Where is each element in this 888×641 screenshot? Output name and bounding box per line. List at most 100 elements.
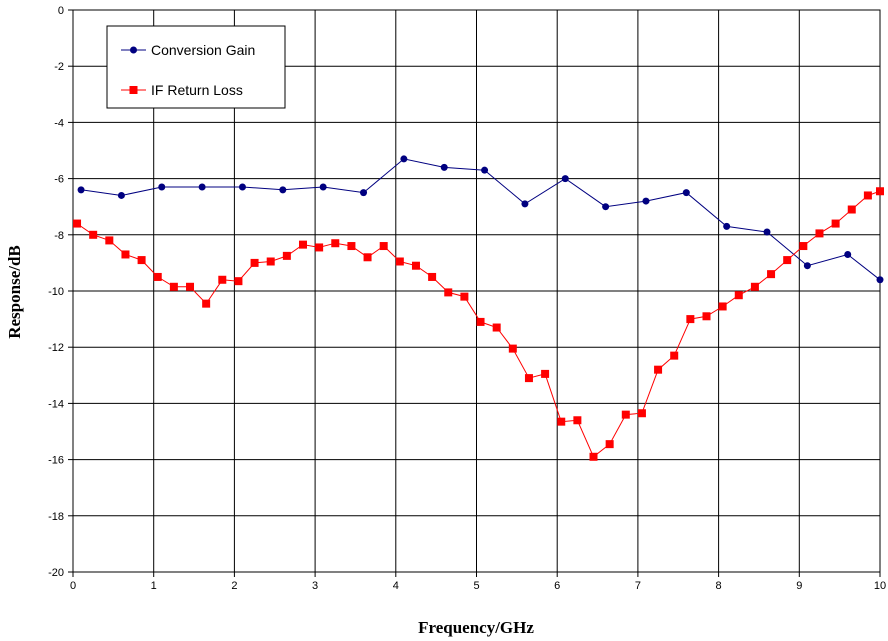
x-tick-label-6: 6 (554, 580, 560, 592)
x-tick-label-9: 9 (796, 580, 802, 592)
data-point-if-return-loss-3 (121, 250, 130, 259)
data-point-conversion-gain-18 (803, 262, 811, 270)
y-tick-label-4: -8 (54, 230, 64, 242)
data-point-conversion-gain-2 (158, 183, 166, 191)
x-tick-label-3: 3 (312, 580, 318, 592)
data-point-conversion-gain-19 (844, 250, 852, 258)
legend: Conversion Gain IF Return Loss (106, 25, 286, 109)
data-point-if-return-loss-48 (847, 205, 856, 214)
y-tick-label-9: -18 (48, 511, 64, 523)
series-line-conversion-gain (81, 158, 881, 281)
data-point-if-return-loss-45 (799, 242, 808, 251)
data-point-if-return-loss-9 (218, 275, 227, 284)
data-point-if-return-loss-25 (476, 317, 485, 326)
data-point-if-return-loss-32 (589, 452, 598, 461)
x-tick-label-1: 1 (151, 580, 157, 592)
y-tick-label-0: 0 (58, 5, 64, 17)
data-point-if-return-loss-14 (298, 240, 307, 249)
data-point-if-return-loss-33 (605, 440, 614, 449)
y-tick-label-3: -6 (54, 174, 64, 186)
data-point-conversion-gain-9 (440, 163, 448, 171)
data-point-if-return-loss-17 (347, 242, 356, 251)
data-point-conversion-gain-5 (279, 186, 287, 194)
data-point-conversion-gain-7 (360, 189, 368, 197)
data-point-if-return-loss-37 (670, 351, 679, 360)
data-point-conversion-gain-0 (77, 186, 85, 194)
data-point-if-return-loss-30 (557, 417, 566, 426)
y-tick-label-1: -2 (54, 61, 64, 73)
data-point-if-return-loss-49 (863, 191, 872, 200)
data-point-if-return-loss-2 (105, 236, 114, 245)
data-point-conversion-gain-17 (763, 228, 771, 236)
y-tick-label-7: -14 (48, 398, 64, 410)
data-point-conversion-gain-13 (602, 203, 610, 211)
data-point-if-return-loss-42 (750, 282, 759, 291)
x-tick-label-5: 5 (473, 580, 479, 592)
data-point-if-return-loss-0 (73, 219, 82, 228)
legend-marker-if-return-loss (129, 86, 138, 94)
data-point-conversion-gain-10 (481, 166, 489, 174)
data-point-if-return-loss-40 (718, 302, 727, 311)
data-point-if-return-loss-11 (250, 258, 259, 267)
data-point-if-return-loss-22 (428, 272, 437, 281)
data-point-if-return-loss-7 (186, 282, 195, 291)
data-point-if-return-loss-4 (137, 256, 146, 265)
legend-marker-conversion-gain (130, 46, 137, 54)
data-point-if-return-loss-15 (315, 243, 324, 252)
x-tick-label-8: 8 (716, 580, 722, 592)
legend-box (106, 25, 286, 109)
data-point-if-return-loss-16 (331, 239, 340, 248)
y-tick-label-8: -16 (48, 455, 64, 467)
data-point-if-return-loss-1 (89, 230, 98, 239)
data-point-if-return-loss-18 (363, 253, 372, 262)
data-point-if-return-loss-12 (266, 257, 275, 266)
series-layer (73, 155, 884, 461)
x-axis-title: Frequency/GHz (418, 618, 534, 637)
y-tick-label-2: -4 (54, 117, 64, 129)
y-axis-title: Response/dB (5, 245, 24, 339)
data-point-if-return-loss-5 (153, 272, 162, 281)
data-point-conversion-gain-1 (117, 191, 125, 199)
x-tick-label-4: 4 (393, 580, 399, 592)
data-point-if-return-loss-20 (395, 257, 404, 266)
data-point-if-return-loss-13 (282, 251, 291, 260)
data-point-if-return-loss-8 (202, 299, 211, 308)
data-point-if-return-loss-28 (524, 374, 533, 383)
data-point-if-return-loss-19 (379, 242, 388, 251)
data-point-conversion-gain-12 (561, 175, 569, 183)
data-point-if-return-loss-47 (831, 219, 840, 228)
data-point-if-return-loss-24 (460, 292, 469, 301)
data-point-if-return-loss-10 (234, 277, 243, 286)
data-point-if-return-loss-35 (637, 409, 646, 418)
data-point-if-return-loss-46 (815, 229, 824, 238)
x-tick-label-0: 0 (70, 580, 76, 592)
data-point-if-return-loss-31 (573, 416, 582, 425)
data-point-if-return-loss-44 (783, 256, 792, 265)
data-point-conversion-gain-8 (400, 155, 408, 163)
data-point-if-return-loss-39 (702, 312, 711, 321)
data-point-conversion-gain-15 (682, 189, 690, 197)
data-point-if-return-loss-38 (686, 315, 695, 324)
data-point-if-return-loss-43 (767, 270, 776, 279)
data-point-if-return-loss-26 (492, 323, 501, 332)
y-tick-label-5: -10 (48, 286, 64, 298)
data-point-if-return-loss-6 (169, 282, 178, 291)
axes (68, 9, 881, 577)
legend-label-if-return-loss: IF Return Loss (151, 82, 243, 98)
x-tick-label-10: 10 (874, 580, 886, 592)
x-tick-label-2: 2 (231, 580, 237, 592)
data-point-if-return-loss-27 (508, 344, 517, 353)
data-point-conversion-gain-16 (723, 222, 731, 230)
data-point-conversion-gain-4 (238, 183, 246, 191)
data-point-conversion-gain-14 (642, 197, 650, 205)
data-point-if-return-loss-21 (411, 261, 420, 270)
data-point-if-return-loss-36 (654, 365, 663, 374)
y-tick-label-6: -12 (48, 342, 64, 354)
tick-labels: 0 1 2 3 4 5 6 7 8 9 10 0 -2 -4 -6 -8 -10 -12 -14 -16 -18 -20 (48, 5, 886, 592)
x-tick-label-7: 7 (635, 580, 641, 592)
data-point-if-return-loss-50 (876, 187, 884, 196)
data-point-if-return-loss-41 (734, 291, 743, 300)
data-point-conversion-gain-6 (319, 183, 327, 191)
y-tick-label-10: -20 (48, 567, 64, 579)
